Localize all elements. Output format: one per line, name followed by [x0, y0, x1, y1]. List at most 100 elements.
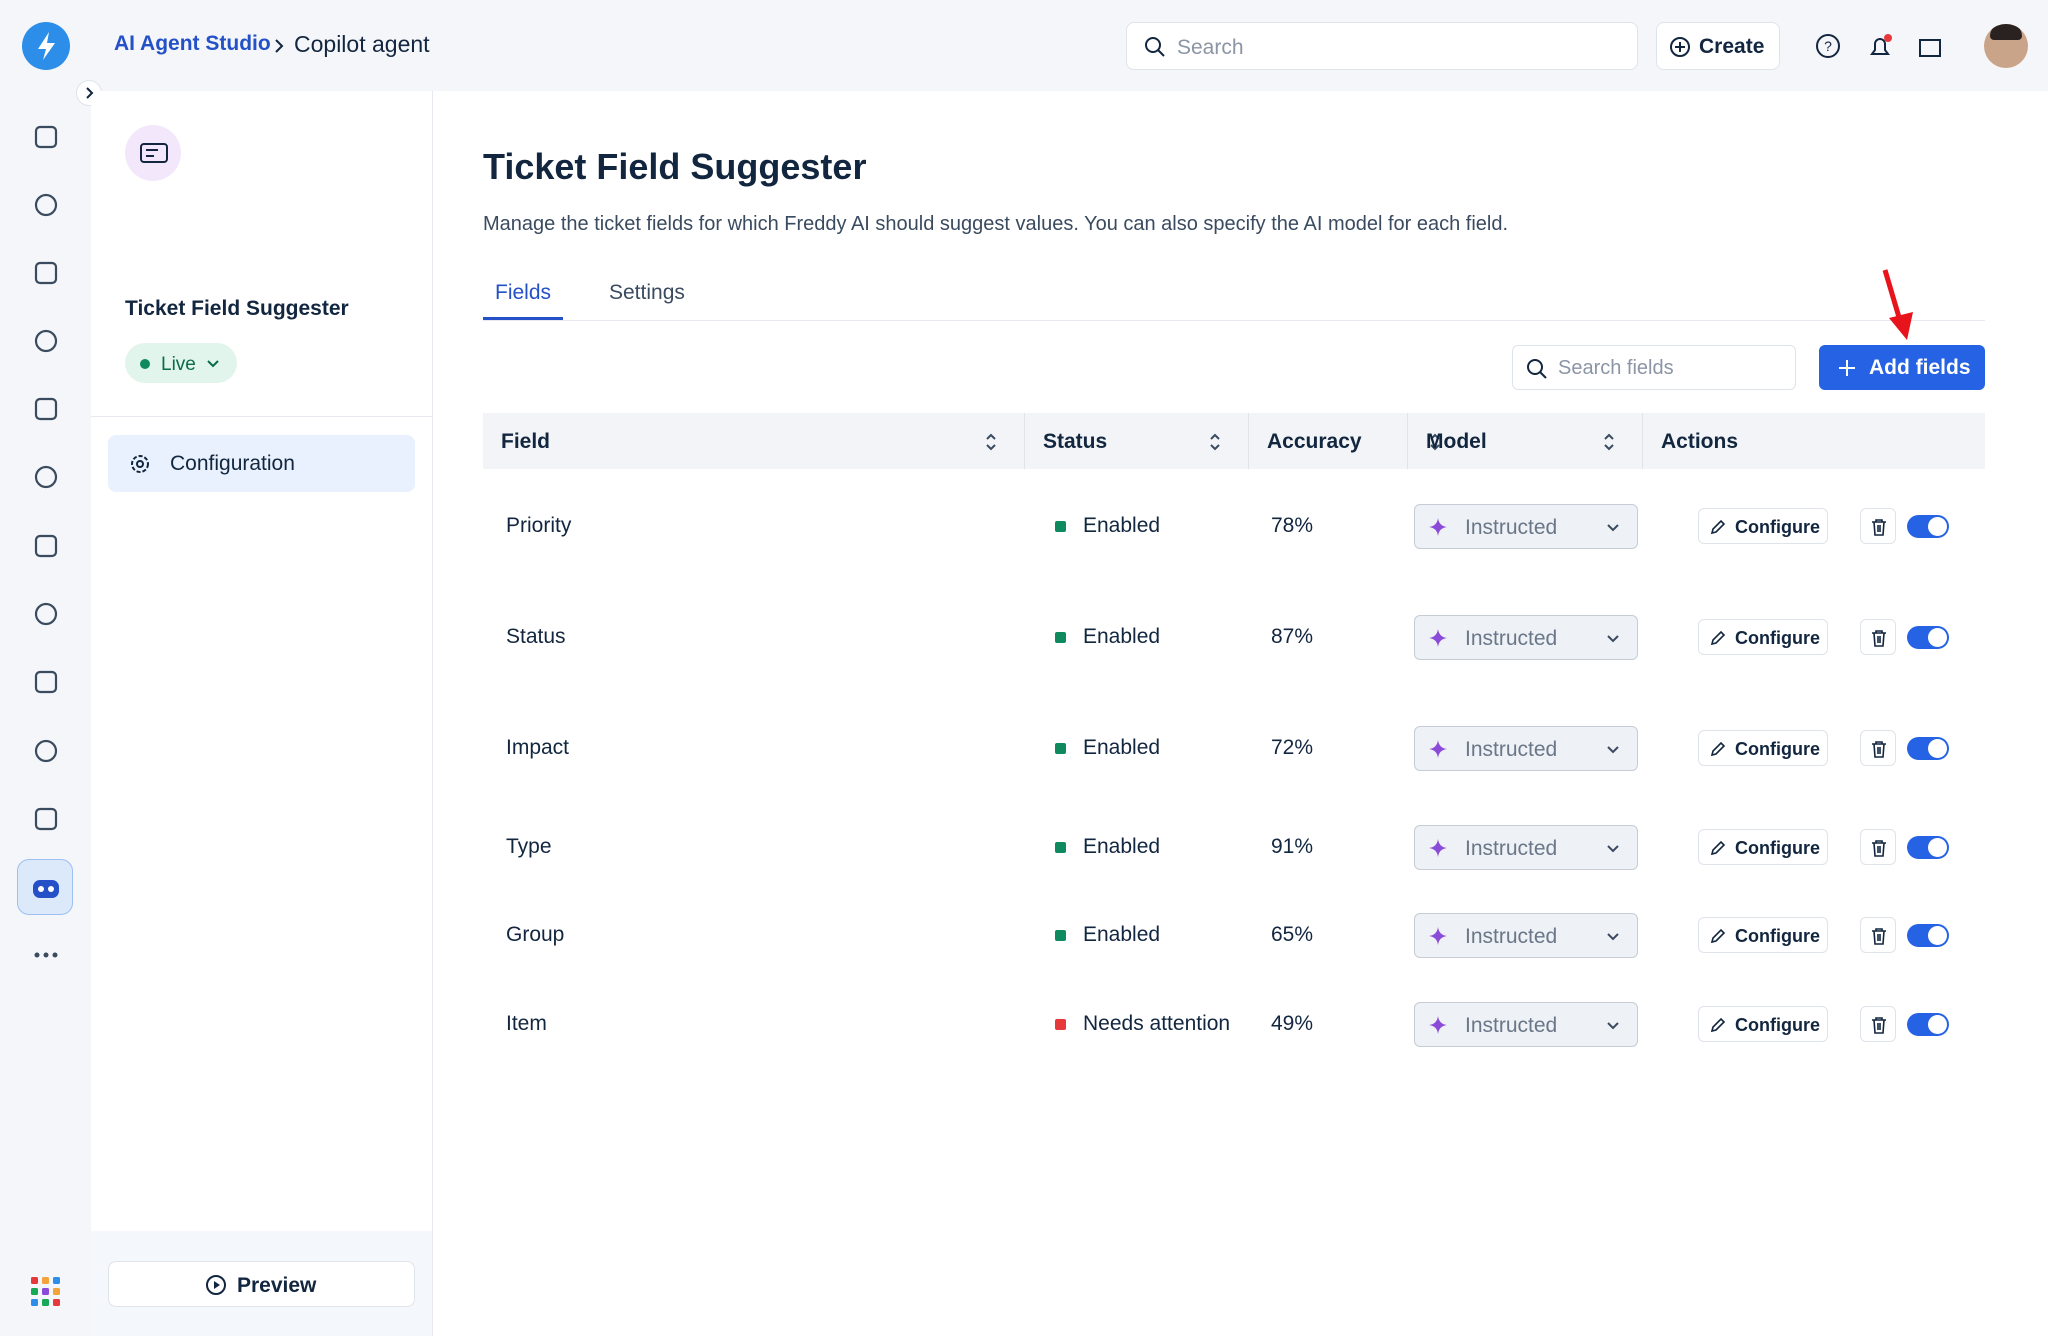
icon-shape: [34, 193, 58, 217]
nav-icon[interactable]: [31, 667, 61, 697]
sort-arrows: [1210, 433, 1220, 451]
dot: [34, 952, 40, 958]
column-header: Status: [1043, 430, 1108, 453]
model-dropdown[interactable]: Instructed: [1414, 504, 1638, 549]
preview-label: Preview: [237, 1274, 317, 1297]
ticket-icon: [140, 143, 168, 163]
nav-icon[interactable]: [31, 394, 61, 424]
status-pill[interactable]: Live: [125, 343, 237, 383]
chevron-down: [1607, 933, 1619, 941]
nav-icon[interactable]: [31, 599, 61, 629]
toggle[interactable]: [1907, 737, 1949, 760]
bot-icon: [33, 880, 59, 898]
preview-button[interactable]: Preview: [108, 1261, 415, 1307]
nav-item-active[interactable]: Configuration: [108, 435, 415, 492]
chevron-down: [207, 360, 219, 368]
status-dot: [1055, 930, 1066, 941]
model-dropdown[interactable]: Instructed: [1414, 825, 1638, 870]
delete-button[interactable]: [1860, 1006, 1896, 1042]
add-fields-button[interactable]: Add fields: [1819, 345, 1985, 390]
icon-shape: [34, 465, 58, 489]
delete-button[interactable]: [1860, 829, 1896, 865]
sort-icon[interactable]: [983, 431, 999, 453]
model-label: Instructed: [1465, 516, 1558, 539]
nav-item-active[interactable]: [17, 859, 73, 915]
column-divider: [1024, 413, 1025, 469]
annotation-arrow: [1882, 269, 1913, 340]
chevron: [1607, 635, 1619, 643]
chevron: [1607, 746, 1619, 754]
search-placeholder: Search fields: [1558, 357, 1674, 379]
search-icon: [1527, 359, 1547, 379]
nav-icon[interactable]: [31, 462, 61, 492]
tab[interactable]: Settings: [609, 281, 685, 304]
trash: [1872, 630, 1886, 647]
create-button[interactable]: Create: [1656, 22, 1780, 70]
sparkle-icon: [1429, 1016, 1447, 1034]
grid-dot: [31, 1288, 38, 1295]
toggle[interactable]: [1907, 924, 1949, 947]
apps-grid[interactable]: [31, 1277, 61, 1307]
configure-button[interactable]: Configure: [1698, 508, 1828, 544]
configure-button[interactable]: Configure: [1698, 730, 1828, 766]
agent-icon: [125, 125, 181, 181]
nav-icon[interactable]: [31, 122, 61, 152]
sort-arrows: [1430, 433, 1440, 451]
delete-button[interactable]: [1860, 508, 1896, 544]
nav-icon[interactable]: [31, 736, 61, 766]
delete-button[interactable]: [1860, 917, 1896, 953]
dot: [52, 952, 58, 958]
delete-button[interactable]: [1860, 730, 1896, 766]
create-label: Create: [1699, 35, 1765, 58]
toggle-knob: [1928, 1015, 1947, 1034]
model-dropdown[interactable]: Instructed: [1414, 1002, 1638, 1047]
field-search[interactable]: Search fields: [1512, 345, 1796, 390]
nav-rail: [0, 91, 91, 1336]
nav-icon[interactable]: [31, 258, 61, 288]
sort-icon[interactable]: [1601, 431, 1617, 453]
agent-name: Ticket Field Suggester: [125, 297, 349, 320]
icon-shape: [34, 125, 58, 149]
column-header: Actions: [1661, 430, 1739, 453]
status-label: Enabled: [1083, 514, 1161, 537]
avatar-hair: [1990, 24, 2022, 40]
toggle[interactable]: [1907, 1013, 1949, 1036]
chevron: [1607, 1022, 1619, 1030]
trash-icon: [1872, 840, 1886, 857]
configure-button[interactable]: Configure: [1698, 917, 1828, 953]
chevron-down: [1607, 635, 1619, 643]
model-dropdown[interactable]: Instructed: [1414, 615, 1638, 660]
model-dropdown[interactable]: Instructed: [1414, 726, 1638, 771]
configure-button[interactable]: Configure: [1698, 619, 1828, 655]
configure-button[interactable]: Configure: [1698, 1006, 1828, 1042]
icon-shape: [34, 670, 58, 694]
pencil-icon: [1710, 928, 1726, 944]
delete-button[interactable]: [1860, 619, 1896, 655]
nav-icon[interactable]: [31, 940, 61, 970]
model-dropdown[interactable]: Instructed: [1414, 913, 1638, 958]
nav-icon[interactable]: [31, 531, 61, 561]
logo[interactable]: [22, 22, 70, 70]
status-label: Enabled: [1083, 625, 1161, 648]
toggle[interactable]: [1907, 626, 1949, 649]
global-search[interactable]: Search: [1126, 22, 1638, 70]
toggle-knob: [1928, 517, 1947, 536]
nav-icon[interactable]: [31, 326, 61, 356]
tab-active[interactable]: Fields: [495, 281, 552, 304]
model-label: Instructed: [1465, 738, 1558, 761]
trash: [1872, 741, 1886, 758]
sort-icon[interactable]: [1207, 431, 1223, 453]
sort-icon[interactable]: [1427, 431, 1443, 453]
configure-button[interactable]: Configure: [1698, 829, 1828, 865]
pencil: [1710, 630, 1726, 646]
column-header: Model: [1426, 430, 1487, 453]
toggle[interactable]: [1907, 836, 1949, 859]
breadcrumb-link[interactable]: AI Agent Studio: [114, 32, 271, 55]
toggle[interactable]: [1907, 515, 1949, 538]
configure-label: Configure: [1735, 1015, 1820, 1035]
nav-icon[interactable]: [31, 190, 61, 220]
status-label: Enabled: [1083, 736, 1161, 759]
nav-icon[interactable]: [31, 804, 61, 834]
avatar[interactable]: [1984, 24, 2028, 68]
